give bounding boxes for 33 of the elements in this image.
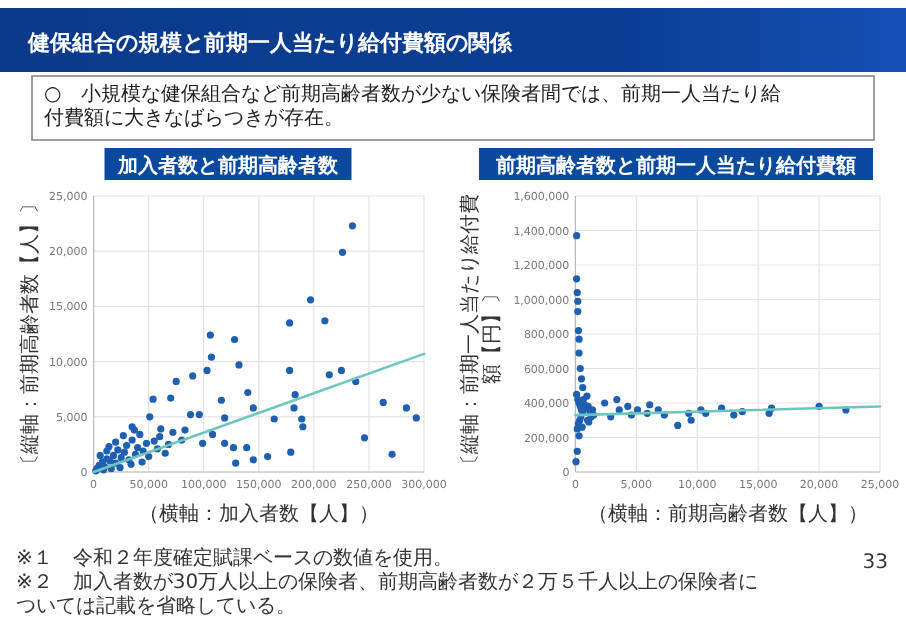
point — [687, 416, 695, 424]
point — [577, 375, 586, 383]
point — [572, 458, 580, 466]
point — [575, 335, 583, 343]
text: 33 — [862, 552, 888, 574]
point — [574, 326, 583, 335]
point — [576, 364, 584, 373]
point — [601, 399, 609, 407]
point — [624, 402, 632, 411]
point — [574, 307, 582, 316]
point — [573, 275, 581, 283]
point — [674, 421, 682, 430]
x-axis-title: （横軸：前期高齢者数【人】） — [587, 502, 868, 526]
text: 健保組合の規模と前期一人当たり給付費額の関係 — [26, 30, 514, 56]
y-axis-title: 〔縦軸：前期一人当たり給付費額【円】〕 — [458, 194, 504, 474]
point — [579, 383, 587, 392]
text: ※２ 加入者数が30万人以上の保険者、前期高齢者数が２万５千人以上の保険者については記載を省略している。 — [16, 570, 759, 618]
chart-title: 加入者数と前期高齢者数 — [116, 154, 340, 178]
point — [574, 297, 582, 305]
point — [573, 289, 581, 297]
point — [573, 447, 581, 455]
text: ※１ 令和２年度確定賦課ベースの数値を使用。 — [16, 546, 453, 570]
point — [613, 395, 621, 404]
point — [730, 411, 738, 419]
x-axis-title: （横軸：加入者数【人】） — [138, 502, 379, 526]
chart-title: 前期高齢者数と前期一人当たり給付費額 — [494, 154, 856, 178]
point — [573, 232, 581, 240]
point — [646, 401, 654, 409]
point — [575, 349, 583, 357]
point — [575, 432, 583, 440]
point — [615, 406, 623, 414]
y-axis-title: 〔縦軸：前期高齢者数【人】〕 — [18, 194, 42, 474]
text: ○ 小規模な健保組合など前期高齢者数が少ない保険者間では、前期一人当たり給付費額に大きなばらつきが存在。 — [44, 82, 782, 130]
